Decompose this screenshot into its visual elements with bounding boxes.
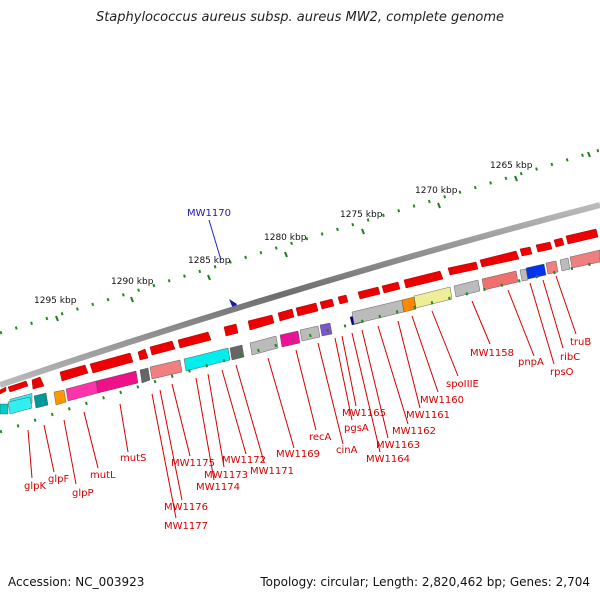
gene-label-trub: truB xyxy=(570,337,591,348)
kbp-label: 1290 kbp xyxy=(111,277,154,287)
genome-backbone xyxy=(0,202,600,388)
kbp-label: 1270 kbp xyxy=(415,186,458,196)
gene-label-pgsa: pgsA xyxy=(344,423,369,434)
reverse-strand-genes xyxy=(0,249,600,415)
page-title: Staphylococcus aureus subsp. aureus MW2,… xyxy=(95,10,505,25)
gene-label-mw1165: MW1165 xyxy=(342,408,386,419)
gene-label-mw1163: MW1163 xyxy=(376,440,420,451)
gene-label-mw1164: MW1164 xyxy=(366,454,410,465)
gene-label-mw1174: MW1174 xyxy=(196,482,240,493)
gene-label-muts: mutS xyxy=(120,453,146,464)
gene-label-mw1158: MW1158 xyxy=(470,348,514,359)
kbp-label: 1295 kbp xyxy=(34,296,77,306)
gene-label-glpk: glpK xyxy=(24,481,46,492)
gene-leader-lines xyxy=(27,275,577,519)
gene-label-mw1161: MW1161 xyxy=(406,410,450,421)
gene-label-mw1173: MW1173 xyxy=(204,470,248,481)
gene-label-mw1160: MW1160 xyxy=(420,395,464,406)
kbp-label: 1280 kbp xyxy=(264,233,307,243)
gene-label-mw1169: MW1169 xyxy=(276,449,320,460)
highlight-leader xyxy=(208,219,222,261)
forward-strand-genes xyxy=(0,228,599,395)
gene-label-glpf: glpF xyxy=(48,474,69,485)
gene-label-reca: recA xyxy=(309,432,332,443)
accession-label: Accession: NC_003923 xyxy=(8,575,145,589)
gene-label-mw1177: MW1177 xyxy=(164,521,208,532)
gene-label-mw1162: MW1162 xyxy=(392,426,436,437)
kbp-label: 1275 kbp xyxy=(340,210,383,220)
kbp-major-ticks xyxy=(55,151,591,322)
genome-stats-label: Topology: circular; Length: 2,820,462 bp… xyxy=(260,575,590,589)
gene-label-mw1172: MW1172 xyxy=(222,455,266,466)
gene-label-mw1175: MW1175 xyxy=(171,458,215,469)
highlight-label: MW1170 xyxy=(187,208,231,219)
gene-label-mw1176: MW1176 xyxy=(164,502,208,513)
kbp-label: 1285 kbp xyxy=(188,256,231,266)
gene-label-spoiiie: spoIIIE xyxy=(446,379,479,390)
gene-label-ribc: ribC xyxy=(560,352,580,363)
gene-label-mutl: mutL xyxy=(90,470,116,481)
gene-label-glpp: glpP xyxy=(72,488,94,499)
gene-label-pnpa: pnpA xyxy=(518,357,544,368)
gene-label-rpso: rpsO xyxy=(550,367,574,378)
gene-label-mw1171: MW1171 xyxy=(250,466,294,477)
kbp-label: 1265 kbp xyxy=(490,161,533,171)
gene-label-cina: cinA xyxy=(336,445,358,456)
